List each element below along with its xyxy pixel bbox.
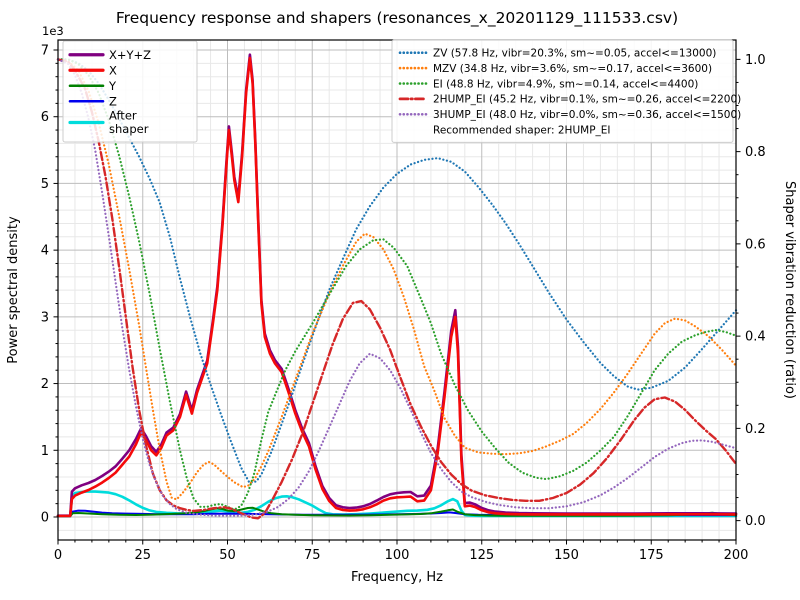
y-left-tick-label: 1 bbox=[41, 444, 49, 459]
x-tick-label: 75 bbox=[304, 548, 321, 563]
x-tick-label: 25 bbox=[134, 548, 151, 563]
series-line-2hump-ei bbox=[56, 58, 738, 520]
y-left-tick-label: 0 bbox=[41, 510, 49, 525]
x-tick-label: 100 bbox=[385, 548, 410, 563]
x-tick-label: 200 bbox=[724, 548, 749, 563]
x-tick-label: 125 bbox=[469, 548, 494, 563]
legend-label: After bbox=[109, 109, 137, 123]
y-right-tick-label: 0.8 bbox=[745, 145, 766, 160]
x-tick-label: 150 bbox=[554, 548, 579, 563]
legend-label: MZV (34.8 Hz, vibr=3.6%, sm~=0.17, accel… bbox=[433, 63, 712, 75]
legend-label: shaper bbox=[109, 122, 149, 136]
x-tick-label: 0 bbox=[54, 548, 62, 563]
x-tick-label: 50 bbox=[219, 548, 236, 563]
series-lines bbox=[56, 53, 738, 520]
y-axis-offset-text: 1e3 bbox=[42, 24, 64, 38]
series-line-mzv bbox=[56, 58, 738, 501]
y-left-tick-label: 3 bbox=[41, 310, 49, 325]
legend-box bbox=[391, 39, 734, 143]
legend-recommended-note: Recommended shaper: 2HUMP_EI bbox=[433, 125, 611, 137]
y-right-tick-label: 1.0 bbox=[745, 53, 766, 68]
y-right-tick-label: 0.6 bbox=[745, 237, 766, 252]
y-left-tick-label: 7 bbox=[41, 44, 49, 59]
legend-label: X+Y+Z bbox=[109, 48, 151, 62]
series-line-zv bbox=[56, 58, 738, 484]
legend-shapers: ZV (57.8 Hz, vibr=20.3%, sm~=0.05, accel… bbox=[391, 39, 741, 143]
x-axis-label: Frequency, Hz bbox=[351, 570, 443, 585]
series-line-ei bbox=[56, 58, 738, 511]
legend-label: ZV (57.8 Hz, vibr=20.3%, sm~=0.05, accel… bbox=[433, 48, 716, 60]
series-line-after-shaper bbox=[56, 490, 738, 518]
legend-label: Y bbox=[108, 79, 117, 93]
legend-label: X bbox=[109, 64, 117, 78]
y-right-tick-label: 0.4 bbox=[745, 330, 766, 345]
legend-label: EI (48.8 Hz, vibr=4.9%, sm~=0.14, accel<… bbox=[433, 78, 698, 90]
x-tick-label: 175 bbox=[639, 548, 664, 563]
chart-title: Frequency response and shapers (resonanc… bbox=[116, 9, 678, 28]
y-right-tick-label: 0.2 bbox=[745, 422, 766, 437]
series-line-3hump-ei bbox=[56, 58, 738, 517]
y-left-tick-label: 2 bbox=[41, 377, 49, 392]
legend-label: 2HUMP_EI (45.2 Hz, vibr=0.1%, sm~=0.26, … bbox=[433, 94, 741, 106]
y-axis-label-right: Shaper vibration reduction (ratio) bbox=[782, 181, 797, 399]
legend-label: 3HUMP_EI (48.0 Hz, vibr=0.0%, sm~=0.36, … bbox=[433, 109, 741, 121]
y-axis-label-left: Power spectral density bbox=[6, 216, 21, 364]
y-left-tick-label: 4 bbox=[41, 244, 49, 259]
legend-box bbox=[62, 40, 198, 143]
legend-label: Z bbox=[109, 95, 117, 109]
y-left-tick-label: 5 bbox=[41, 177, 49, 192]
axis-tick-labels: 0 25 50 75 100 125 150 175 200 0 1 2 3 4 5 6 7 0.0 0.2 0.4 0… bbox=[41, 44, 766, 563]
axis-ticks bbox=[53, 49, 741, 545]
y-left-tick-label: 6 bbox=[41, 110, 49, 125]
y-right-tick-label: 0.0 bbox=[745, 514, 766, 529]
series-line-x bbox=[56, 56, 738, 518]
